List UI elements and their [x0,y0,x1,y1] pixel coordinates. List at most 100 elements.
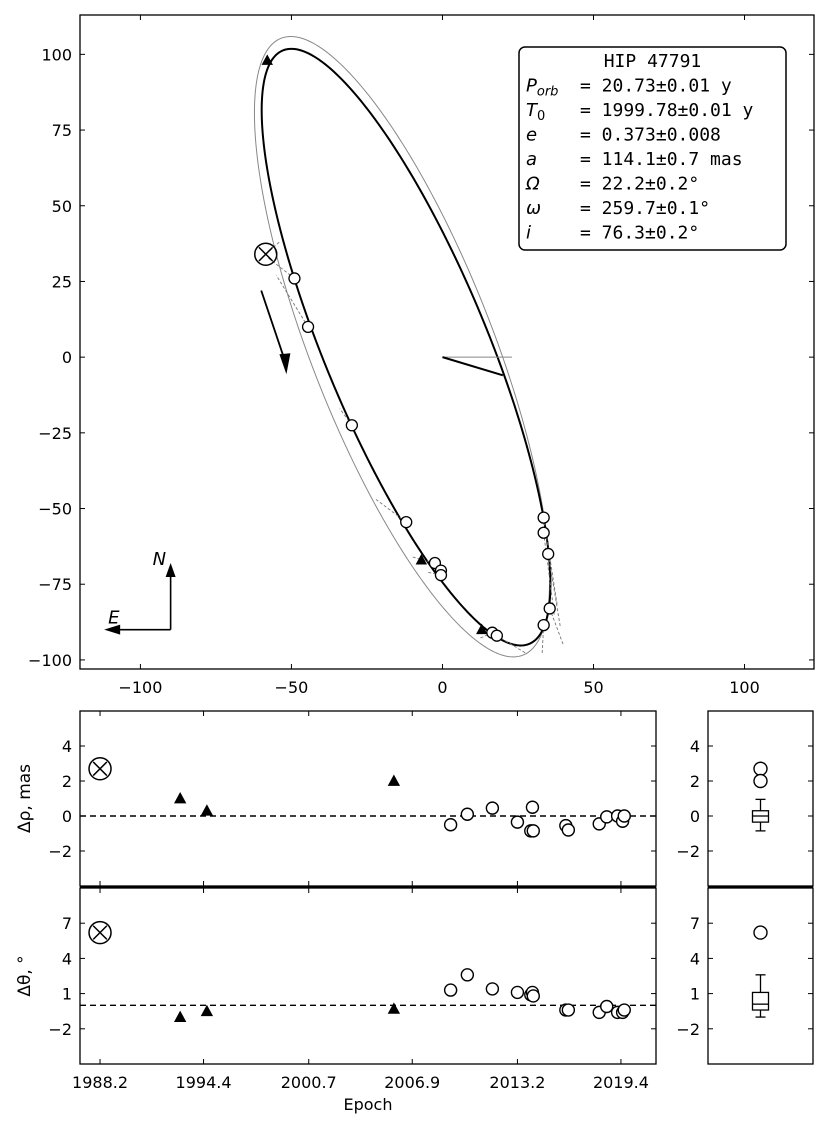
periastron-line [442,356,504,377]
orbit-frame [79,14,815,670]
epoch-axis-label: Epoch [344,1095,393,1114]
theta_residuals-frame [79,887,657,1065]
rho_residuals-box-ytick-label: 4 [690,737,700,756]
parameter-e-letter: e [526,125,537,146]
compass-north-arrowhead [165,563,176,578]
fitted-orbit-curve [260,47,552,647]
theta_residuals-ytick-label: 4 [62,949,72,968]
measurement-point [537,526,550,539]
prior-orbit-curve [253,36,551,658]
residual-point [561,1003,576,1017]
rho-residual-panel: −2 0 2 4 Δρ, mas [15,710,657,887]
residual-triangle [173,1010,187,1022]
residual-line [275,275,309,328]
rho_residuals-box-ytick-label: −2 [676,842,700,861]
residual-point [460,968,475,982]
compass-north-label: N [153,549,166,570]
rho_residuals-ytick-label: 2 [62,772,72,791]
parameter-i-letter: i [526,223,531,244]
residual-point [443,983,458,997]
measurement-point [543,602,556,615]
orbit-ytick-label: −75 [38,575,72,594]
parameter-porb-letter: P [526,76,537,97]
parameter-box-title: HIP 47791 [604,51,702,72]
parameter-t0-symbol: T0 [526,100,545,124]
residual-line [265,241,280,255]
parameter-t0-subscript: 0 [537,109,545,124]
rho_residuals-box-frame [707,710,814,887]
measurement-point [537,618,550,632]
residual-triangle [387,774,401,786]
measurement-point [490,629,503,642]
parameter-a-symbol: a [526,149,537,170]
orbit-ytick-label: 100 [41,45,72,64]
orbit-panel: −100 −75 −50 −25 0 25 50 75 100 −100 −50 0 50 100 N E HI… [28,14,815,697]
residual-point [600,999,614,1014]
residual-crossed-circle [88,920,112,945]
triangle-point [476,623,488,635]
residual-point [510,815,525,829]
crossed-circle-point-cross [258,246,274,262]
residual-point [485,801,500,815]
residual-triangle [200,1004,214,1017]
residual-point [617,809,631,823]
measurement-point [345,419,359,432]
theta_residuals-ytick-label: 7 [62,914,72,933]
theta_residuals-ytick-label: −2 [48,1020,72,1039]
residual-point [561,823,576,837]
residual-point [600,810,614,824]
orbit-ytick-label: −50 [38,500,72,519]
epoch-tick-label: 2006.9 [384,1073,440,1092]
residual-line [547,553,561,627]
parameter-e-symbol: e [526,125,537,146]
theta_residuals-box-ytick-label: 1 [690,985,700,1004]
residual-line [543,532,555,615]
triangle-point [415,554,428,565]
compass-east-arrowhead [104,624,121,635]
parameter-t0-letter: T [526,100,539,121]
rho_residuals-box-ytick-label: 2 [690,772,700,791]
orbit-ytick-label: 0 [62,348,72,367]
epoch-tick-label: 2019.4 [593,1073,649,1092]
parameter-omega_small-symbol: ω [526,198,541,219]
rho_residuals-ytick-label: 0 [62,807,72,826]
residual-crossed-circle [88,757,112,781]
rho_residuals-ytick-label: 4 [62,737,72,756]
theta_residuals-box-ytick-label: 4 [690,949,700,968]
parameter-e-value: = 0.373±0.008 [580,125,721,146]
residual-line [339,408,353,426]
parameter-t0-value: = 1999.78±0.01 y [580,100,754,121]
residual-line [549,608,564,645]
measurement-point [301,320,315,334]
parameter-omega_big-symbol: Ω [525,174,540,195]
parameter-omega_big-value: = 22.2±0.2° [580,174,699,195]
residual-point [617,1003,631,1017]
orbit-ytick-label: 50 [52,197,72,216]
residual-point [510,985,525,1000]
orbit-plot-area [253,36,564,658]
orbit-xtick-label: 0 [437,678,447,697]
motion-arrow-head [279,353,291,375]
epoch-tick-label: 1988.2 [72,1073,128,1092]
theta_residuals-box-ytick-label: −2 [676,1020,700,1039]
residual-point [526,989,540,1003]
theta_residuals-box-ytick-label: 7 [690,914,700,933]
rho-box-panel: −2 0 2 4 [676,710,814,887]
measurement-point [288,272,301,285]
orbit-ytick-label: 25 [52,272,72,291]
orbit-ytick-label: 75 [52,121,72,140]
orbit-xtick-label: −100 [118,678,162,697]
parameter-omega_small-letter: ω [526,198,541,219]
parameter-omega_big-letter: Ω [525,174,540,195]
residual-point [460,807,475,821]
theta_residuals-ylabel: Δθ, ° [15,955,35,996]
residual-point [525,800,540,814]
rho_residuals-frame [79,710,657,887]
epoch-tick-label: 1994.4 [176,1073,232,1092]
parameter-porb-symbol: Porb [526,76,558,100]
measurement-point [400,516,413,529]
residual-crossed-circle-cross [92,925,108,940]
parameter-omega_small-value: = 259.7±0.1° [580,198,710,219]
residual-triangle [200,804,214,816]
